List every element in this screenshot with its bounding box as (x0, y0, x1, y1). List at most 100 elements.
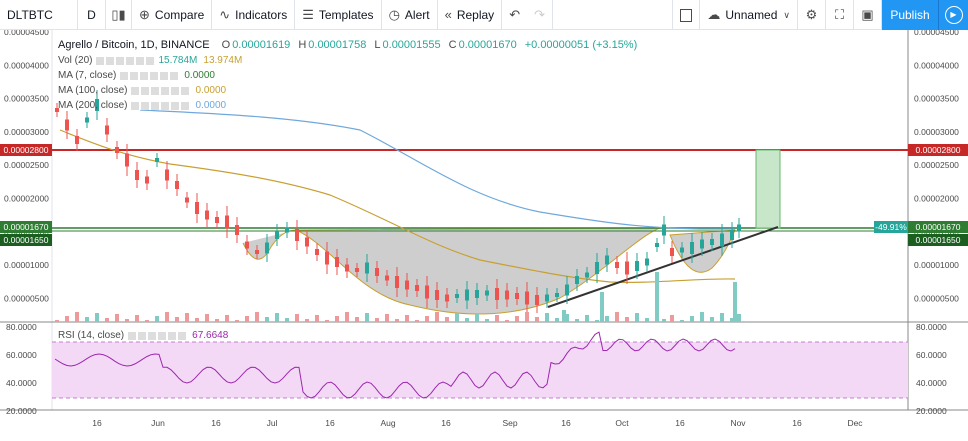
replay-button[interactable]: « Replay (438, 0, 503, 30)
time-axis: 16 Jun 16 Jul 16 Aug 16 Sep 16 Oct 16 Nov 16 Dec (92, 418, 863, 428)
rsi-settings-icons[interactable] (128, 331, 187, 340)
volume-bar (395, 319, 399, 322)
main-legend[interactable]: Agrello / Bitcoin, 1D, BINANCE O 0.00001… (58, 39, 637, 51)
candle-body (465, 289, 469, 301)
alert-button[interactable]: ◷ Alert (382, 0, 438, 30)
play-icon: ▶ (944, 6, 963, 24)
candle-body (175, 181, 179, 189)
cloud-icon: ☁ (707, 7, 721, 22)
time-tick-label: Sep (502, 418, 517, 428)
volume-bar (65, 316, 69, 322)
volume-bar (175, 317, 179, 322)
candle-body (495, 288, 499, 300)
candle-body (615, 262, 619, 268)
price-tick-label: 0.00001000 (4, 260, 49, 270)
settings-button[interactable]: ⚙ (798, 0, 826, 30)
volume-bar (690, 316, 694, 322)
chart-area[interactable]: 0.00004500 0.00004000 0.00003500 0.00003000… (0, 27, 968, 438)
candle-body (365, 262, 369, 274)
ma100-legend[interactable]: MA (100, close) 0.0000 (58, 85, 226, 96)
ma100-label: MA (100, close) (58, 85, 128, 96)
percent-tag: -49.91% (875, 222, 907, 232)
redo-button[interactable]: ↷ (527, 0, 553, 30)
candle-body (255, 250, 259, 254)
ma200-legend[interactable]: MA (200, close) 0.0000 (58, 100, 226, 111)
redo-icon: ↷ (534, 6, 545, 22)
volume-bar (165, 312, 169, 322)
price-axis-left: 0.00004500 0.00004000 0.00003500 0.00003000… (4, 27, 49, 303)
candle-body (215, 217, 219, 223)
candle-body (385, 275, 389, 281)
vol-settings-icons[interactable] (96, 56, 155, 65)
layout-menu[interactable]: ☁ Unnamed ∨ (700, 0, 798, 30)
interval-selector[interactable]: D (78, 0, 106, 30)
candle-body (555, 293, 559, 297)
templates-button[interactable]: ☰ Templates (295, 0, 382, 30)
publish-button[interactable]: Publish (882, 0, 938, 30)
volume-bar (205, 314, 209, 322)
volume-bar (562, 310, 566, 322)
change-value: +0.00000051 (+3.15%) (524, 39, 638, 51)
candle-body (690, 242, 694, 254)
volume-bar (625, 317, 629, 322)
snapshot-button[interactable]: ▣ (854, 0, 882, 30)
price-tick-label: 0.00000500 (4, 293, 49, 303)
symbol-search[interactable]: DLTBTC (0, 0, 78, 30)
rsi-tick-label: 40.0000 (916, 378, 947, 388)
fullscreen-button[interactable] (672, 0, 701, 30)
time-tick-label: 16 (675, 418, 685, 428)
rsi-legend[interactable]: RSI (14, close) 67.6648 (58, 330, 228, 341)
volume-bar (275, 313, 279, 322)
price-tick-label: 0.00004500 (914, 30, 959, 37)
rsi-tick-label: 40.0000 (6, 378, 37, 388)
volume-bar (575, 319, 579, 322)
alarm-clock-icon: ◷ (388, 6, 400, 22)
trendline[interactable] (547, 226, 779, 308)
candle-body (455, 294, 459, 298)
volume-bar (455, 313, 459, 322)
ma200-value: 0.0000 (195, 100, 227, 111)
volume-bar (635, 313, 639, 322)
volume-bar (615, 312, 619, 322)
candle-body (345, 264, 349, 272)
volume-bar (595, 320, 599, 322)
indicators-label: Indicators (235, 7, 288, 22)
candle-body (275, 231, 279, 239)
svg-text:0.00002800: 0.00002800 (4, 145, 49, 155)
ma100-settings-icons[interactable] (131, 86, 190, 95)
volume-bar (355, 317, 359, 322)
volume-bar (405, 315, 409, 322)
ma200-settings-icons[interactable] (131, 101, 190, 110)
volume-bar (720, 313, 724, 322)
time-tick-label: Aug (380, 418, 395, 428)
volume-bar (245, 316, 249, 322)
volume-bar (55, 320, 59, 322)
volume-bar (365, 313, 369, 322)
ma7-legend[interactable]: MA (7, close) 0.0000 (58, 70, 215, 81)
target-range-box[interactable] (755, 149, 781, 229)
candle-body (315, 249, 319, 255)
candle-body (700, 239, 704, 249)
candle-body (545, 294, 549, 302)
candle-body (565, 284, 569, 296)
fullscreen-toggle[interactable]: ⛶ (826, 0, 854, 30)
volume-bar (125, 319, 129, 322)
price-chart[interactable]: 0.00004500 0.00004000 0.00003500 0.00003000… (0, 27, 968, 438)
ma7-settings-icons[interactable] (120, 71, 179, 80)
time-tick-label: 16 (441, 418, 451, 428)
candle-body (305, 237, 309, 247)
vol-legend[interactable]: Vol (20) 15.784M 13.974M (58, 55, 242, 66)
time-tick-label: 16 (325, 418, 335, 428)
candle-body (245, 241, 249, 249)
candle-body (505, 290, 509, 300)
chart-style-button[interactable]: ▯▮ (106, 0, 132, 30)
candle-body (485, 290, 489, 296)
indicators-button[interactable]: ∿ Indicators (212, 0, 296, 30)
compare-button[interactable]: ⊕ Compare (132, 0, 213, 30)
volume-bar (545, 313, 549, 322)
volume-bar (535, 317, 539, 322)
ma200-label: MA (200, close) (58, 100, 128, 111)
undo-button[interactable]: ↶ (502, 0, 527, 30)
rsi-tick-label: 80.0000 (916, 322, 947, 332)
play-button[interactable]: ▶ (938, 0, 968, 30)
